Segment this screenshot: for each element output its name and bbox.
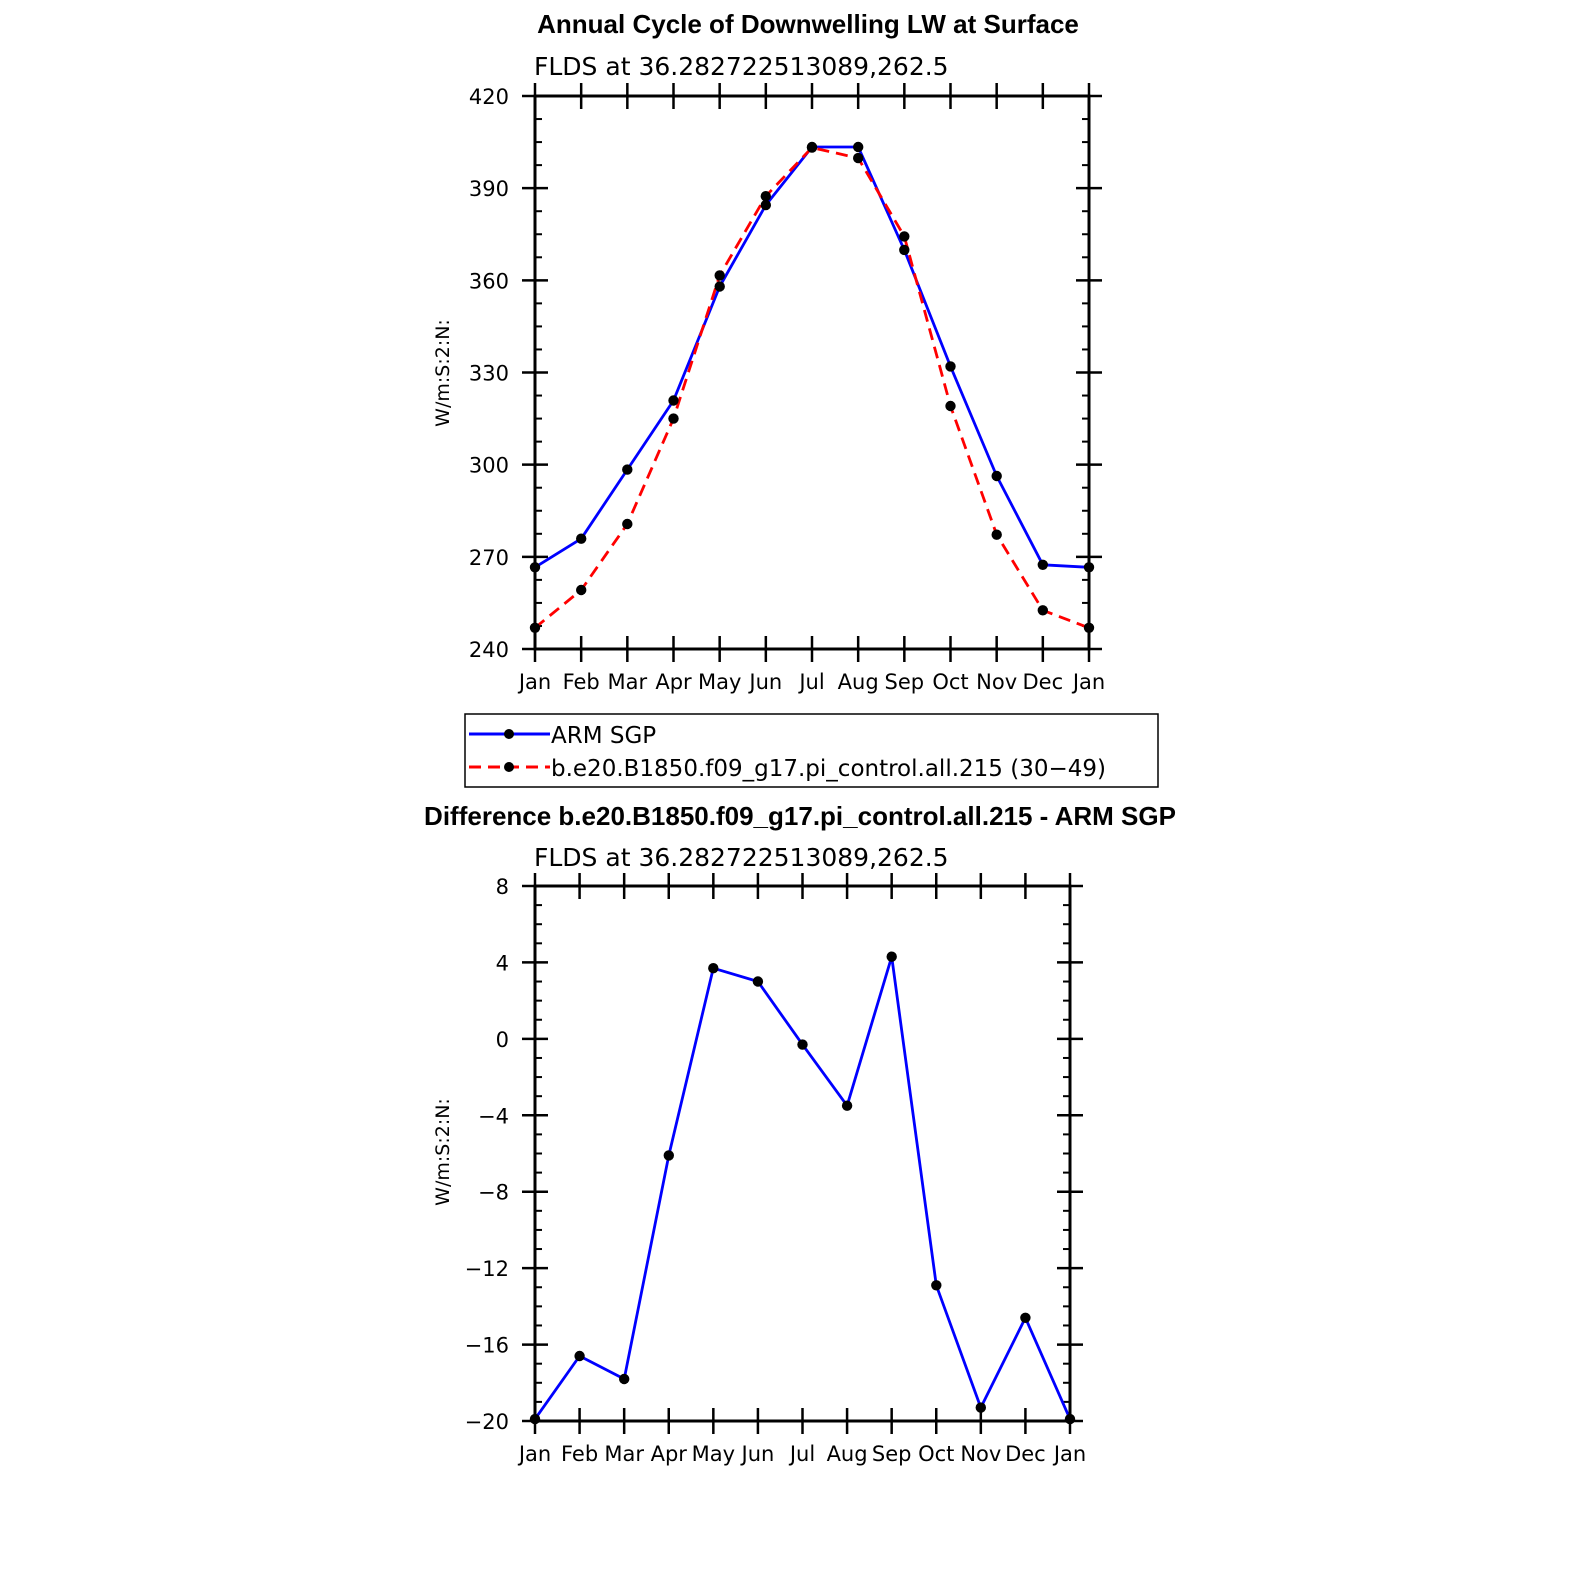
p2-xtick-label: Jun xyxy=(740,1442,775,1466)
legend: ARM SGP b.e20.B1850.f09_g17.pi_control.a… xyxy=(464,713,1159,788)
p1-series-0-line xyxy=(534,145,1090,569)
p1-xtick-label: Aug xyxy=(838,670,879,694)
p2-xtick-label: Jan xyxy=(517,1442,551,1466)
p1-ytick-label: 270 xyxy=(469,546,509,570)
p2-xtick-label: Sep xyxy=(872,1442,912,1466)
p2-series-0-point xyxy=(797,1039,808,1050)
legend-marker-arm xyxy=(504,729,514,739)
p1-series-1-point xyxy=(668,413,679,424)
p2-series-0-point xyxy=(708,963,719,974)
plot1-title: Annual Cycle of Downwelling LW at Surfac… xyxy=(537,9,1079,39)
difference-plot: Difference b.e20.B1850.f09_g17.pi_contro… xyxy=(424,801,1176,1466)
p2-xtick-label: Mar xyxy=(604,1442,644,1466)
p1-ytick-label: 420 xyxy=(469,85,509,109)
p2-ytick-label: −12 xyxy=(465,1257,509,1281)
p1-ytick-label: 330 xyxy=(469,362,509,386)
p2-series-0-point xyxy=(975,1402,986,1413)
plot1-content: 240 270 300 330 360 390 420 Jan Feb Mar Apr May Jun J… xyxy=(469,83,1105,694)
plot2-subtitle: FLDS at 36.282722513089,262.5 xyxy=(534,843,949,872)
plot2-ylabel: W/m:S:2:N: xyxy=(432,1098,454,1206)
legend-label-arm: ARM SGP xyxy=(551,723,656,749)
p1-xtick-label: Jul xyxy=(797,670,824,694)
p2-series-0-point xyxy=(663,1150,674,1161)
p2-xtick-label: Oct xyxy=(918,1442,954,1466)
p2-ytick-label: −16 xyxy=(465,1334,509,1358)
p1-series-1-point xyxy=(899,231,910,242)
p1-ytick-label: 240 xyxy=(469,638,509,662)
p1-series-0-point xyxy=(853,141,864,153)
p2-series-0-point xyxy=(752,976,764,987)
p2-series-0-point xyxy=(841,1100,853,1111)
legend-label-model: b.e20.B1850.f09_g17.pi_control.all.215 (… xyxy=(551,756,1106,782)
plot2-content: −20 −16 −12 −8 −4 0 4 8 Jan Feb Mar Apr May Jun Jul Aug… xyxy=(465,873,1086,1466)
p1-series-1-point xyxy=(806,142,818,153)
p1-series-0-point xyxy=(945,361,956,372)
p2-ytick-label: 8 xyxy=(496,875,509,899)
p1-series-0-point xyxy=(1037,559,1049,570)
p1-xtick-label: Feb xyxy=(563,670,600,694)
p1-series-0-point xyxy=(576,533,587,544)
p2-ytick-label: −8 xyxy=(478,1181,509,1205)
p2-xtick-label: Dec xyxy=(1005,1442,1046,1466)
p2-ytick-label: 0 xyxy=(496,1028,509,1052)
p2-series-0-line xyxy=(533,955,1072,1420)
p1-series-1-line xyxy=(534,146,1090,630)
p2-xtick-label: Jan xyxy=(1052,1442,1086,1466)
p1-xtick-label: Jun xyxy=(747,670,782,694)
p2-xtick-label: Jul xyxy=(788,1442,815,1466)
p1-series-1-point xyxy=(1037,605,1049,616)
p1-series-1-point xyxy=(714,270,725,281)
p1-xtick-label: Jan xyxy=(1071,670,1105,694)
p2-ytick-label: −4 xyxy=(478,1104,509,1128)
legend-marker-model xyxy=(504,762,514,772)
p2-xtick-label: Apr xyxy=(651,1442,688,1466)
p1-series-0-point xyxy=(622,464,633,475)
p2-series-0-point xyxy=(931,1280,942,1291)
annual-cycle-plot: Annual Cycle of Downwelling LW at Surfac… xyxy=(432,9,1105,694)
p2-series-0-point xyxy=(886,951,897,962)
plot1-subtitle: FLDS at 36.282722513089,262.5 xyxy=(534,52,949,81)
p1-ytick-label: 300 xyxy=(469,454,509,478)
p1-xtick-label: Nov xyxy=(976,670,1017,694)
p1-xtick-label: Apr xyxy=(655,670,692,694)
plot1-frame xyxy=(533,94,1091,651)
p1-series-1-point xyxy=(622,518,633,530)
p1-series-0-point xyxy=(991,470,1002,482)
p1-xtick-label: Dec xyxy=(1023,670,1064,694)
p1-series-1-point xyxy=(576,584,587,596)
p1-xtick-label: Jan xyxy=(517,670,551,694)
p2-xtick-label: Nov xyxy=(960,1442,1001,1466)
p1-series-0-point xyxy=(760,199,771,211)
p1-series-1-point xyxy=(853,152,864,164)
p2-ytick-label: 4 xyxy=(496,951,509,975)
p1-ytick-label: 360 xyxy=(469,269,509,293)
p1-ytick-label: 390 xyxy=(469,177,509,201)
p1-series-0-point xyxy=(899,244,910,256)
plot1-ylabel: W/m:S:2:N: xyxy=(432,319,454,427)
p1-xtick-label: Oct xyxy=(932,670,968,694)
plot2-frame xyxy=(533,884,1072,1423)
p1-xtick-label: Mar xyxy=(608,670,648,694)
p1-xtick-label: May xyxy=(698,670,741,694)
p1-xtick-label: Sep xyxy=(885,670,925,694)
p1-series-1-point xyxy=(760,191,771,202)
p1-series-0-point xyxy=(668,395,679,406)
p2-xtick-label: May xyxy=(692,1442,735,1466)
p2-xtick-label: Feb xyxy=(561,1442,598,1466)
p2-ytick-label: −20 xyxy=(465,1410,509,1434)
p1-series-1-point xyxy=(991,529,1002,540)
p2-series-0-point xyxy=(1020,1312,1031,1324)
p2-series-0-point xyxy=(619,1373,630,1385)
legend-box xyxy=(464,713,1159,788)
plot2-title: Difference b.e20.B1850.f09_g17.pi_contro… xyxy=(424,801,1176,831)
p1-series-0-point xyxy=(714,281,725,292)
p1-series-1-point xyxy=(945,400,956,412)
p2-series-0-point xyxy=(574,1350,585,1362)
p2-xtick-label: Aug xyxy=(827,1442,868,1466)
